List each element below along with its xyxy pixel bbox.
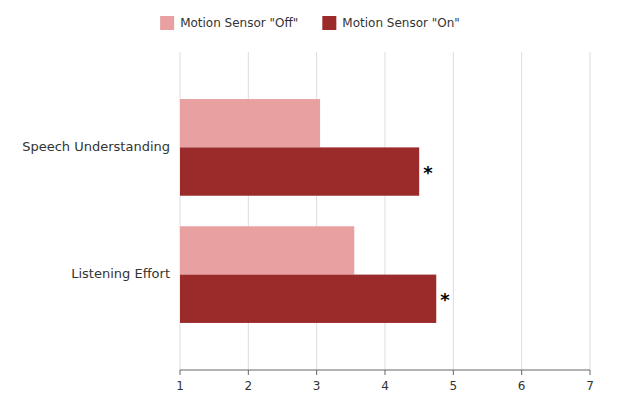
legend-item: Motion Sensor "Off" <box>160 16 298 31</box>
tick-label: 6 <box>518 379 526 393</box>
grid <box>180 52 590 370</box>
axis-line <box>180 370 590 371</box>
bar <box>180 226 354 274</box>
tick-label: 7 <box>586 379 594 393</box>
bars <box>180 99 436 323</box>
legend-item: Motion Sensor "On" <box>322 16 460 31</box>
tick-label: 5 <box>450 379 458 393</box>
tick-mark <box>316 370 317 375</box>
category-label: Speech Understanding <box>22 139 170 154</box>
legend-label: Motion Sensor "On" <box>342 16 460 30</box>
legend: Motion Sensor "Off" Motion Sensor "On" <box>160 16 460 31</box>
bar <box>180 147 419 195</box>
x-axis: 1 2 3 4 5 6 7 <box>176 370 594 393</box>
grid-line <box>453 52 454 370</box>
tick-label: 4 <box>381 379 389 393</box>
legend-label: Motion Sensor "Off" <box>180 16 298 30</box>
tick-mark <box>248 370 249 375</box>
grid-line <box>590 52 591 370</box>
chart: 1 2 3 4 5 6 7 Speech Understanding Listening Eff… <box>0 0 620 413</box>
tick-mark <box>521 370 522 375</box>
bar <box>180 99 320 147</box>
tick-mark <box>180 370 181 375</box>
tick-mark <box>385 370 386 375</box>
annotation: * <box>440 289 450 310</box>
tick-label: 2 <box>245 379 253 393</box>
y-axis: Speech Understanding Listening Effort <box>22 139 170 281</box>
legend-swatch <box>322 16 336 30</box>
category-label: Listening Effort <box>71 266 170 281</box>
grid-line <box>521 52 522 370</box>
bar <box>180 275 436 323</box>
annotations: ** <box>423 162 450 310</box>
tick-label: 3 <box>313 379 321 393</box>
tick-mark <box>590 370 591 375</box>
annotation: * <box>423 162 433 183</box>
tick-mark <box>453 370 454 375</box>
legend-swatch <box>160 16 174 30</box>
tick-label: 1 <box>176 379 184 393</box>
